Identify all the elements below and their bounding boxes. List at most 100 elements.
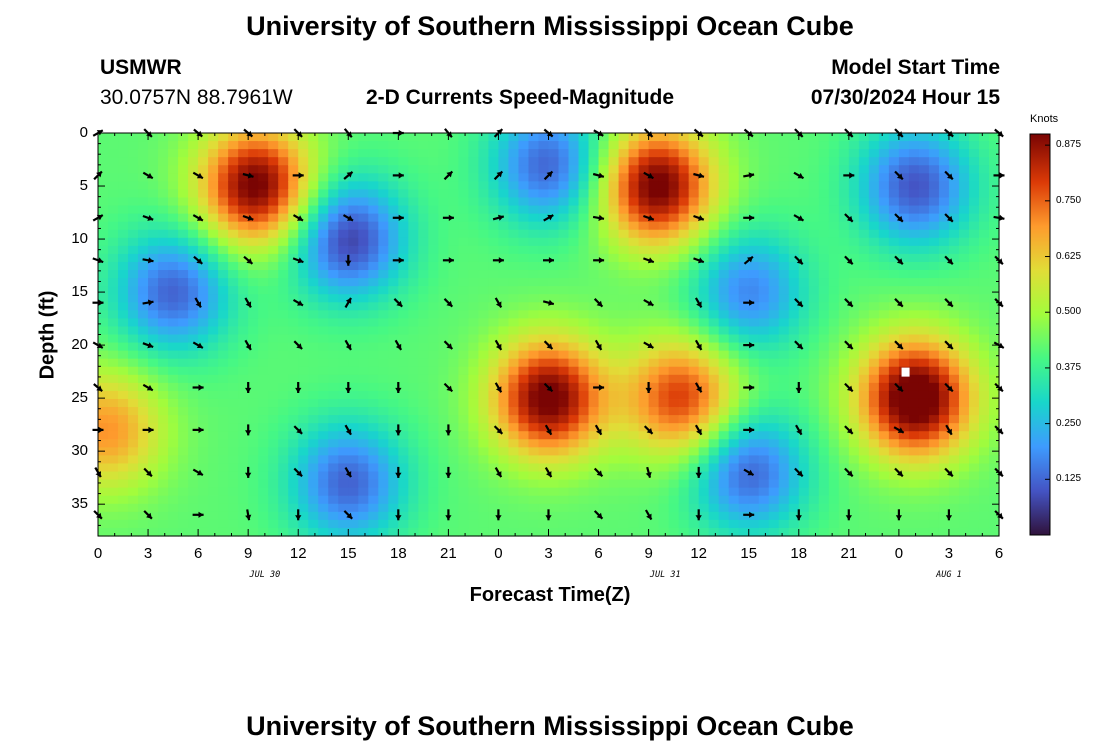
heat-cell — [788, 431, 800, 440]
heat-cell — [808, 487, 820, 497]
heat-cell — [598, 342, 610, 352]
heat-cell — [678, 286, 690, 295]
heat-cell — [368, 447, 379, 456]
heat-cell — [288, 463, 299, 473]
heat-cell — [268, 350, 279, 360]
heat-cell — [238, 221, 249, 231]
heat-cell — [668, 495, 680, 505]
heat-cell — [478, 253, 490, 263]
heat-cell — [288, 157, 299, 166]
heat-cell — [678, 527, 690, 537]
heat-cell — [288, 237, 299, 247]
heat-cell — [468, 253, 480, 263]
arrow-head — [245, 343, 252, 350]
heat-cell — [98, 390, 109, 400]
heat-cell — [458, 205, 470, 215]
heat-cell — [548, 205, 560, 215]
heat-cell — [518, 447, 530, 456]
heat-cell — [118, 463, 129, 473]
heat-cell — [498, 294, 510, 303]
heat-cell — [348, 245, 359, 255]
heat-cell — [298, 165, 309, 174]
heat-cell — [238, 527, 249, 537]
heat-cell — [808, 270, 820, 279]
heat-cell — [258, 165, 269, 174]
heat-cell — [188, 366, 199, 376]
arrow-head — [495, 301, 502, 308]
heat-cell — [548, 261, 560, 271]
heat-cell — [428, 390, 439, 400]
heat-cell — [678, 221, 690, 231]
heat-cell — [938, 398, 950, 408]
heat-cell — [918, 447, 930, 456]
heat-cell — [858, 278, 870, 287]
heat-cell — [868, 221, 880, 231]
heat-cell — [568, 221, 580, 231]
heat-cell — [948, 278, 960, 287]
heat-cell — [98, 439, 109, 448]
heat-cell — [688, 334, 700, 344]
heat-cell — [308, 157, 319, 166]
heat-cell — [648, 253, 660, 263]
heat-cell — [478, 181, 490, 191]
heat-cell — [258, 173, 269, 182]
heat-cell — [518, 286, 530, 295]
heat-cell — [728, 390, 740, 400]
heat-cell — [768, 479, 780, 489]
heat-cell — [598, 463, 610, 473]
heat-cell — [778, 398, 790, 408]
current-arrow — [343, 171, 354, 180]
heat-cell — [368, 213, 379, 223]
heat-cell — [348, 157, 359, 166]
heat-cell — [408, 479, 419, 489]
heat-cell — [558, 261, 570, 271]
heat-cell — [358, 213, 369, 223]
heat-cell — [858, 157, 870, 166]
heat-cell — [988, 415, 1000, 424]
heat-cell — [878, 286, 890, 295]
heat-cell — [638, 495, 650, 505]
heat-cell — [568, 326, 580, 336]
heat-cell — [808, 431, 820, 440]
heat-cell — [818, 447, 830, 456]
heat-cell — [658, 221, 670, 231]
arrow-head — [245, 430, 252, 436]
heat-cell — [898, 197, 910, 207]
heat-cell — [368, 495, 379, 505]
heat-cell — [478, 495, 490, 505]
heat-cell — [968, 487, 980, 497]
heat-cell — [668, 133, 680, 142]
heat-cell — [508, 439, 520, 448]
heat-cell — [268, 447, 279, 456]
heat-cell — [948, 495, 960, 505]
heat-cell — [168, 141, 179, 150]
arrow-head — [896, 343, 903, 349]
heat-cell — [488, 487, 500, 497]
heat-cell — [788, 415, 800, 424]
heat-cell — [388, 471, 399, 481]
heat-cell — [398, 173, 409, 182]
heat-cell — [188, 197, 199, 207]
heat-cell — [258, 318, 269, 328]
heat-cell — [548, 318, 560, 328]
heat-cell — [898, 415, 910, 424]
heat-cell — [438, 455, 449, 465]
heat-cell — [548, 294, 560, 303]
heat-cell — [918, 479, 930, 489]
heat-cell — [978, 479, 990, 489]
heat-cell — [438, 366, 449, 376]
heat-cell — [778, 318, 790, 328]
heat-cell — [968, 479, 980, 489]
heat-cell — [108, 141, 119, 150]
heat-cell — [768, 407, 780, 416]
heat-cell — [238, 149, 249, 158]
arrow-head — [395, 343, 402, 350]
heat-cell — [138, 374, 149, 384]
heat-cell — [948, 503, 960, 513]
heat-cell — [318, 503, 329, 513]
heat-cell — [698, 205, 710, 215]
heat-cell — [858, 286, 870, 295]
heat-cell — [868, 294, 880, 303]
current-arrow — [693, 214, 705, 221]
heat-cell — [688, 173, 700, 182]
